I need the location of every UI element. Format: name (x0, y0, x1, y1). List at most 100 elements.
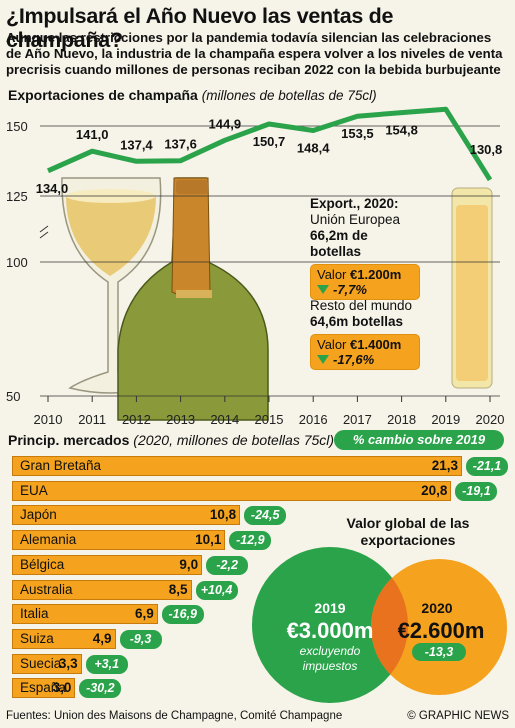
x-tick-label: 2015 (255, 412, 284, 427)
venn-2020-pct-pill (412, 643, 466, 661)
line-chart-y-axis: 50 100 125 150 (6, 119, 28, 404)
pct-change-pill: +3,1 (85, 654, 128, 674)
bar-category-label: Alemania (20, 532, 77, 548)
line-chart-data-labels: 134,0 141,0 137,4 137,6 144,9 150,7 148,4 153,5… (36, 100, 503, 196)
x-tick-label: 2013 (166, 412, 195, 427)
bar (12, 554, 203, 575)
x-tick-label: 2011 (78, 412, 106, 427)
bar-category-label: EUA (20, 482, 48, 498)
row-value: €1.400m (350, 337, 402, 352)
pct-change-pill: -30,2 (79, 679, 122, 699)
row-bottles: 64,6m botellas (310, 314, 404, 329)
eu-pct: -7,7% (333, 282, 367, 297)
bar-category-label: Bélgica (20, 556, 65, 572)
eu-value-chip: Valor €1.200m -7,7% (310, 264, 420, 300)
page-title: ¿Impulsará el Año Nuevo las ventas de ch… (6, 4, 394, 52)
y-tick-label: 150 (6, 119, 28, 134)
data-label: 137,4 (120, 137, 153, 152)
data-label: 141,0 (76, 127, 109, 142)
row-pct: -17,6% (333, 352, 375, 367)
bar (12, 530, 226, 551)
row-value-chip: Valor €1.400m -17,6% (310, 334, 420, 370)
exports-series-line (46, 106, 493, 182)
x-tick-label: 2019 (431, 412, 460, 427)
bar-category-label: España (20, 680, 66, 696)
pct-change-pill: -16,9 (161, 605, 204, 625)
venn-2020-year: 2020 (421, 600, 452, 616)
bar (12, 653, 82, 674)
down-arrow-icon (317, 355, 329, 364)
axis-break-mark (39, 225, 49, 239)
pct-change-pill: -19,1 (455, 481, 498, 501)
bar-category-label: Australia (20, 581, 73, 597)
line-chart-grid (39, 125, 500, 397)
source-footer: Fuentes: Union des Maisons de Champagne,… (6, 710, 343, 722)
bar (12, 480, 452, 501)
bar (12, 579, 192, 600)
venn-title: Valor global de las exportaciones (346, 515, 470, 548)
circle-2019 (252, 547, 408, 703)
bar-value-label: 10,1 (195, 532, 222, 548)
export-eu-box: Export., 2020: Unión Europea 66,2m de bo… (310, 196, 422, 300)
eu-value: €1.200m (350, 267, 402, 282)
exports-line-chart: 50 100 125 150 2010 2011 2012 2013 2014 2015 2016… (6, 100, 505, 427)
circle-2020 (371, 559, 507, 695)
eu-value-label: Valor (317, 267, 347, 282)
x-tick-label: 2010 (34, 412, 63, 427)
pct-change-pill: -9,3 (119, 629, 162, 649)
bar-value-label: 4,9 (92, 630, 112, 646)
x-tick-label: 2020 (476, 412, 505, 427)
venn-2019-year: 2019 (314, 600, 345, 616)
pct-change-pill: -24,5 (244, 506, 287, 526)
bar (12, 628, 116, 649)
venn-2019-value: €3.000m (287, 618, 374, 643)
bar-category-label: Suecia (20, 655, 62, 671)
y-tick-label: 100 (6, 255, 28, 270)
exports-heading-text: Exportaciones de champaña (8, 87, 198, 103)
bar-value-label: 10,8 (209, 507, 237, 523)
pct-change-heading: % cambio sobre 2019 (334, 430, 504, 450)
pct-change-pill: -2,2 (206, 555, 249, 575)
data-label: 144,9 (209, 116, 242, 131)
markets-heading-text: Princip. mercados (8, 432, 130, 448)
row-value-label: Valor (317, 337, 347, 352)
exports-heading: Exportaciones de champaña (millones de b… (8, 87, 377, 103)
down-arrow-icon (317, 285, 329, 294)
venn-2019-note-2: impuestos (303, 659, 358, 673)
credit: © GRAPHIC NEWS (407, 710, 509, 722)
bar-value-label: 20,8 (421, 482, 448, 498)
data-label: 153,5 (341, 126, 374, 141)
x-tick-label: 2014 (210, 412, 239, 427)
champagne-glass-illustration (61, 177, 162, 394)
pct-change-pill: +10,4 (195, 580, 238, 600)
y-tick-label: 125 (6, 189, 28, 204)
x-tick-label: 2012 (122, 412, 151, 427)
bar-category-label: Suiza (20, 630, 54, 646)
y-tick-label: 50 (6, 389, 20, 404)
venn-2019-note-1: excluyendo (300, 644, 361, 658)
bar-category-label: Gran Bretaña (20, 458, 102, 473)
bar (12, 505, 241, 526)
bar-value-label: 3,3 (58, 655, 78, 671)
eu-bottles: 66,2m de botellas (310, 228, 368, 259)
data-label: 154,8 (385, 123, 418, 138)
champagne-flute-illustration (451, 187, 493, 389)
subtitle: Aunque las restricciones por la pandemia… (6, 30, 503, 77)
x-tick-label: 2017 (343, 412, 372, 427)
markets-unit: (2020, millones de botellas 75cl) (133, 432, 335, 448)
value-venn-diagram: 2019 €3.000m excluyendo impuestos 2020 €… (252, 547, 507, 703)
venn-2020-pct: -13,3 (425, 645, 454, 659)
pct-change-pill: -21,1 (466, 457, 508, 476)
export-row-box: Resto del mundo 64,6m botellas Valor €1.… (310, 298, 422, 370)
bar-value-label: 3,0 (52, 680, 72, 696)
row-label: Resto del mundo (310, 298, 413, 313)
champagne-bottle-illustration (117, 177, 269, 421)
bar-category-label: Italia (20, 606, 49, 622)
bar (12, 456, 462, 476)
x-tick-label: 2018 (387, 412, 416, 427)
markets-heading: Princip. mercados (2020, millones de bot… (8, 432, 334, 448)
bar-value-label: 6,9 (134, 606, 154, 622)
export-box-title: Export., 2020: (310, 196, 399, 211)
data-label: 148,4 (297, 140, 330, 155)
data-label: 137,6 (164, 137, 197, 152)
